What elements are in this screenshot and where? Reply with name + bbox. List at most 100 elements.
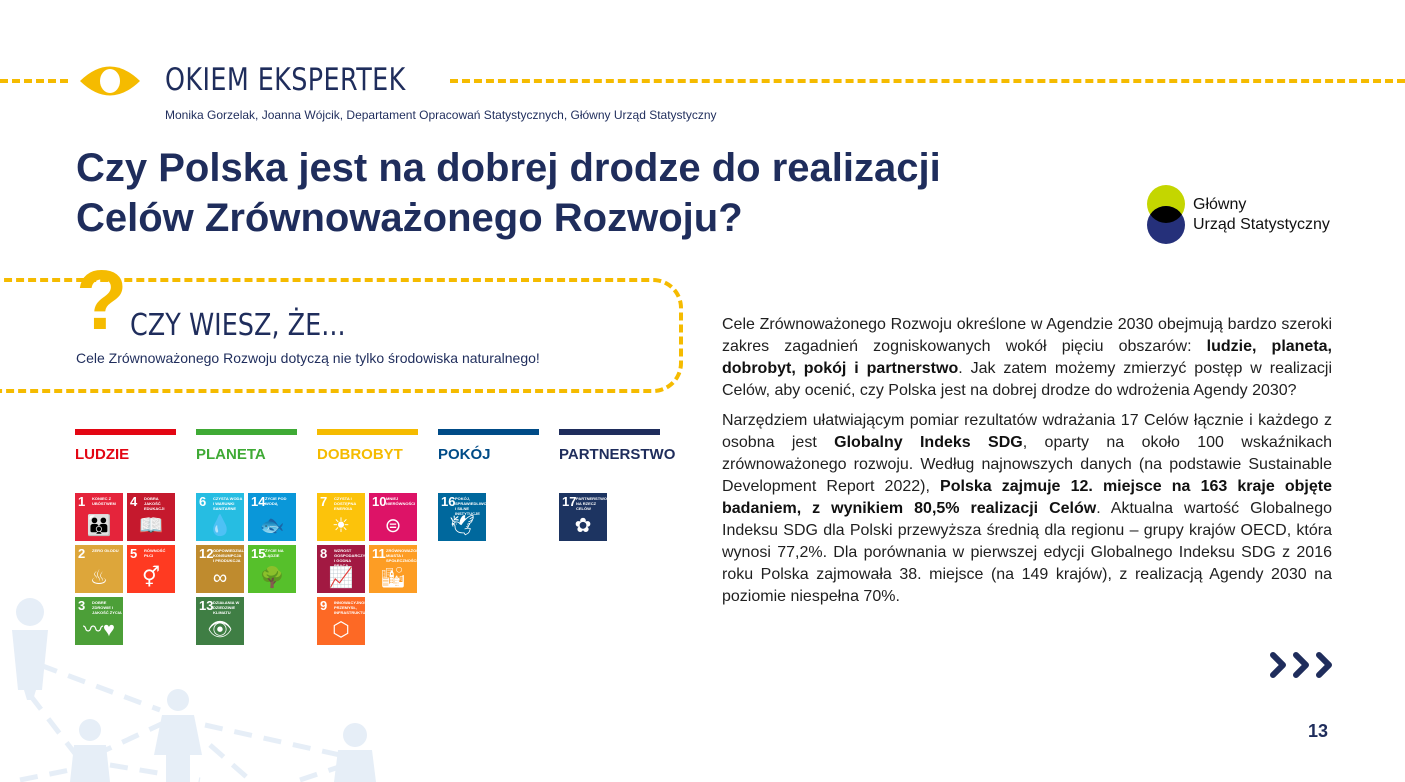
title-line-1: Czy Polska jest na dobrej drodze do real… [76, 146, 941, 190]
infinity-icon: ∞ [212, 567, 228, 589]
goal-label: Mniej nierówności [386, 496, 416, 506]
goal-label: Działania w dziedzinie klimatu [213, 600, 240, 615]
category-label: LUDZIE [75, 446, 130, 463]
eye-icon [80, 66, 140, 96]
text: . Jak zatem możemy zmierzyć postęp w rea… [722, 360, 1332, 399]
bold-text: ludzie, planeta, dobrobyt, pokój i partn… [722, 338, 1333, 377]
sdg-goal-8-tile: 8 Wzrost gospodarczy i godna praca 📈 [317, 545, 365, 593]
question-mark-icon: ? [76, 253, 128, 347]
goal-label: Koniec z ubóstwem [92, 496, 116, 506]
category-label: POKÓJ [438, 446, 491, 463]
logo-line-1: Główny [1193, 196, 1247, 213]
goal-number: 8 [320, 546, 328, 561]
sdg-goal-5-tile: 5 Równość płci ⚥ [127, 545, 175, 593]
logo-line-2: Urząd Statystyczny [1193, 216, 1330, 233]
goal-number: 11 [372, 546, 386, 561]
sdg-goal-11-tile: 11Zrównoważone miasta i społeczności 🏙 [369, 545, 417, 593]
page-number: 13 [1308, 721, 1329, 741]
sdg-goal-2-tile: 2 Zero głodu ♨ [75, 545, 123, 593]
goal-number: 9 [320, 598, 328, 613]
sdg-goal-6-tile: 6 Czysta woda i warunki sanitarne 💧 [196, 493, 244, 541]
bold-text: Polska zajmuje 12. miejsce na 163 kraje … [722, 478, 1332, 517]
background-people-network [12, 598, 376, 782]
tree-icon: 🌳 [259, 567, 285, 589]
goal-label: Równość płci [144, 548, 166, 558]
sdg-goal-1-tile: 1 Koniec z ubóstwem 👪 [75, 493, 123, 541]
text: . Aktualna wartość Globalnego Indeksu SD… [722, 500, 1332, 605]
category-bar-planeta [196, 429, 297, 435]
sdg-goal-12-tile: 12Odpowiedzialna konsumpcja i produkcja ∞ [196, 545, 244, 593]
bowl-icon: ♨ [90, 567, 108, 589]
goal-label: Życie na lądzie [265, 548, 284, 558]
sdg-goal-14-tile: 14 Życie pod wodą 🐟 [248, 493, 296, 541]
goal-number: 10 [372, 494, 387, 509]
goal-label: Partnerstwo na rzecz celów [576, 496, 607, 511]
goal-label: Odpowiedzialna konsumpcja i produkcja [213, 548, 244, 563]
sdg-goal-9-tile: 9 Innowacyjność, przemysł, infrastruktura… [317, 597, 365, 645]
goal-label: Dobra jakość edukacji [144, 496, 165, 511]
goal-label: Zero głodu [92, 548, 119, 553]
sdg-goal-7-tile: 7 Czysta i dostępna energia ☀ [317, 493, 365, 541]
growth-icon: 📈 [328, 567, 354, 589]
goal-label: Życie pod wodą [265, 496, 287, 506]
cubes-icon: ⬡ [332, 619, 350, 641]
fish-icon: 🐟 [259, 515, 285, 537]
text: Narzędziem ułatwiającym pomiar rezultató… [722, 412, 1332, 451]
sdg-goal-17-tile: 17 Partnerstwo na rzecz celów ✿ [559, 493, 607, 541]
goal-label: Dobre zdrowie i jakość życia [92, 600, 122, 615]
sun-icon: ☀ [332, 515, 350, 537]
sdg-goal-15-tile: 15 Życie na lądzie 🌳 [248, 545, 296, 593]
gus-logo-icon [1147, 185, 1185, 244]
header-dashed-line-right [450, 79, 1405, 83]
gender-icon: ⚥ [141, 567, 161, 589]
did-you-know-title: CZY WIESZ, ŻE... [130, 308, 346, 343]
sdg-goal-10-tile: 10 Mniej nierówności ⊜ [369, 493, 417, 541]
goal-number: 16 [441, 494, 456, 509]
goal-number: 12 [199, 546, 214, 561]
goal-number: 14 [251, 494, 266, 509]
goal-label: Zrównoważone miasta i społeczności [386, 548, 417, 563]
category-bar-pokój [438, 429, 539, 435]
goal-number: 7 [320, 494, 328, 509]
category-bar-ludzie [75, 429, 176, 435]
article-body: Cele Zrównoważonego Rozwoju określone w … [722, 314, 1332, 616]
goal-number: 4 [130, 494, 138, 509]
goal-number: 15 [251, 546, 266, 561]
goal-number: 1 [78, 494, 86, 509]
header-dashed-line-left [0, 79, 68, 83]
goal-label: Czysta woda i warunki sanitarne [213, 496, 243, 511]
bold-text: Globalny Indeks SDG [834, 434, 1023, 451]
equal-icon: ⊜ [384, 515, 402, 537]
sdg-goal-16-tile: 16Pokój, sprawiedliwość i silne instytuc… [438, 493, 486, 541]
category-label: PLANETA [196, 446, 266, 463]
section-title: OKIEM EKSPERTEK [165, 62, 406, 98]
goal-number: 13 [199, 598, 214, 613]
goal-number: 5 [130, 546, 138, 561]
book-icon: 📖 [138, 515, 164, 537]
category-bar-partnerstwo [559, 429, 660, 435]
sdg-goal-13-tile: 13 Działania w dziedzinie klimatu 👁 [196, 597, 244, 645]
goal-number: 6 [199, 494, 207, 509]
category-bar-dobrobyt [317, 429, 418, 435]
did-you-know-box [0, 278, 683, 393]
goal-label: Innowacyjność, przemysł, infrastruktura [334, 600, 365, 615]
text: , oparty na około 100 wskaźnikach zrówno… [722, 434, 1332, 495]
goal-number: 17 [562, 494, 577, 509]
page-title: Czy Polska jest na dobrej drodze do real… [76, 143, 976, 243]
gus-logo-text: Główny Urząd Statystyczny [1193, 195, 1330, 235]
authors: Monika Gorzelak, Joanna Wójcik, Departam… [165, 108, 717, 122]
eye-globe-icon: 👁 [207, 619, 233, 641]
goal-label: Czysta i dostępna energia [334, 496, 357, 511]
flower-icon: ✿ [574, 515, 592, 537]
city-icon: 🏙 [380, 567, 406, 589]
goal-number: 2 [78, 546, 86, 561]
category-label: PARTNERSTWO [559, 446, 676, 463]
goal-label: Pokój, sprawiedliwość i silne instytucje [455, 496, 486, 516]
triple-chevron-right-icon[interactable] [1268, 650, 1334, 680]
paragraph-1: Cele Zrównoważonego Rozwoju określone w … [722, 314, 1332, 402]
text: Cele Zrównoważonego Rozwoju określone w … [722, 316, 1332, 355]
goal-label: Wzrost gospodarczy i godna praca [334, 548, 365, 568]
title-line-2: Celów Zrównoważonego Rozwoju? [76, 196, 743, 240]
paragraph-2: Narzędziem ułatwiającym pomiar rezultató… [722, 410, 1332, 608]
sdg-goal-3-tile: 3 Dobre zdrowie i jakość życia 〰♥ [75, 597, 123, 645]
